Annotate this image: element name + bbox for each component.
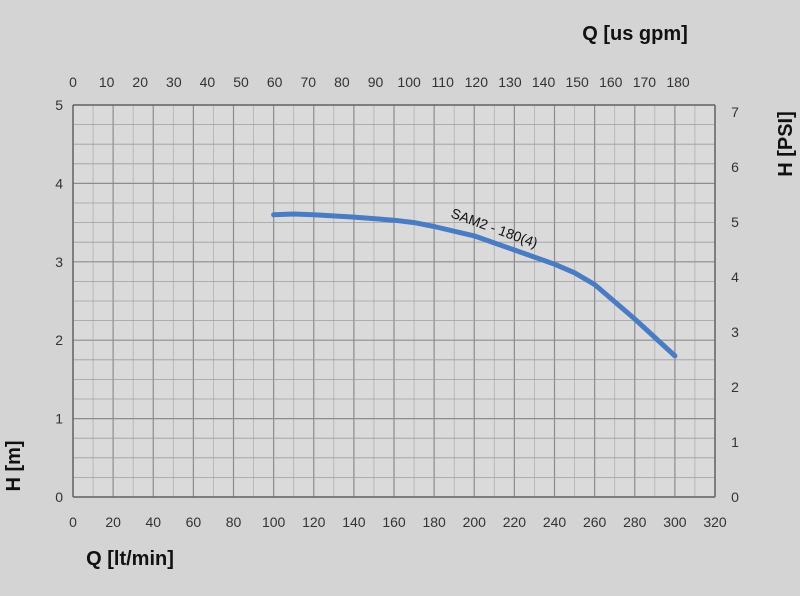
x-top-tick-label: 90 [368,74,384,90]
y-right-tick-label: 7 [731,104,739,120]
x-top-tick-label: 110 [432,74,455,90]
x-bottom-tick-label: 240 [543,514,567,530]
x-bottom-tick-label: 260 [583,514,607,530]
y-left-tick-label: 0 [55,489,63,505]
y-right-tick-label: 4 [731,269,739,285]
x-bottom-tick-label: 20 [105,514,121,530]
x-top-tick-label: 80 [334,74,350,90]
x-top-tick-label: 0 [69,74,77,90]
x-bottom-tick-label: 40 [145,514,161,530]
y-right-tick-label: 6 [731,159,739,175]
x-bottom-tick-label: 200 [463,514,487,530]
x-top-tick-label: 70 [300,74,316,90]
x-top-tick-label: 140 [532,74,556,90]
x-top-tick-label: 40 [200,74,216,90]
y-left-title: H [m] [3,440,25,491]
x-top-tick-label: 30 [166,74,182,90]
y-right-tick-label: 1 [731,434,739,450]
x-top-tick-label: 20 [132,74,148,90]
grid [72,104,716,498]
y-right-title: H [PSI] [775,111,797,177]
x-bottom-tick-label: 180 [422,514,446,530]
x-top-tick-label: 120 [465,74,489,90]
x-top-tick-label: 180 [666,74,690,90]
x-bottom-tick-label: 100 [262,514,286,530]
x-top-title: Q [us gpm] [582,23,688,45]
x-top-tick-label: 50 [233,74,249,90]
x-bottom-title: Q [lt/min] [86,548,174,570]
y-right-tick-label: 2 [731,379,739,395]
x-bottom-tick-label: 120 [302,514,326,530]
axes [72,104,716,498]
x-top-tick-label: 100 [397,74,421,90]
x-bottom-tick-label: 160 [382,514,406,530]
x-bottom-tick-label: 300 [663,514,687,530]
x-top-tick-label: 170 [633,74,657,90]
x-top-tick-label: 130 [498,74,522,90]
y-left-tick-label: 4 [55,175,63,191]
x-top-tick-label: 160 [599,74,623,90]
x-bottom-tick-label: 320 [703,514,727,530]
y-left-tick-label: 5 [55,97,63,113]
series-layer [271,211,678,359]
x-bottom-tick-label: 220 [503,514,527,530]
x-top-tick-label: 10 [99,74,115,90]
y-left-tick-label: 3 [55,254,63,270]
x-bottom-tick-label: 140 [342,514,366,530]
x-bottom-tick-label: 80 [226,514,242,530]
y-left-tick-label: 1 [55,411,63,427]
x-top-tick-label: 150 [565,74,589,90]
y-right-tick-label: 3 [731,324,739,340]
y-right-tick-label: 5 [731,214,739,230]
y-right-tick-label: 0 [731,489,739,505]
tick-labels: 0 20 40 60 80 100 120 140 160 180 200 220 240 260 280 3… [55,74,739,530]
x-top-tick-label: 60 [267,74,283,90]
x-bottom-tick-label: 0 [69,514,77,530]
y-left-tick-label: 2 [55,332,63,348]
series-line [271,211,678,359]
x-bottom-tick-label: 60 [186,514,202,530]
x-bottom-tick-label: 280 [623,514,647,530]
